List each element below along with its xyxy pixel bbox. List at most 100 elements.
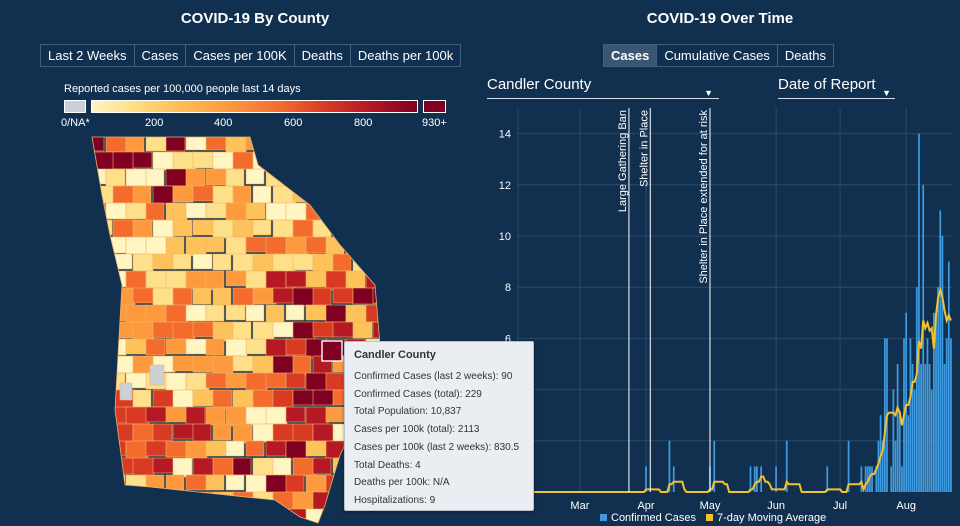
county-shape[interactable] [165, 372, 187, 392]
county-shape[interactable] [265, 508, 285, 525]
county-shape[interactable] [212, 151, 237, 170]
bar-confirmed-cases[interactable] [924, 364, 927, 492]
county-shape[interactable] [90, 338, 105, 355]
county-shape[interactable] [305, 135, 326, 152]
county-shape[interactable] [212, 185, 234, 206]
county-shape[interactable] [105, 406, 129, 424]
county-shape[interactable] [252, 389, 276, 410]
county-shape[interactable] [112, 287, 136, 307]
county-shape[interactable] [145, 168, 165, 187]
county-shape[interactable] [272, 457, 292, 476]
county-shape[interactable] [365, 508, 384, 525]
county-shape[interactable] [92, 253, 117, 270]
bar-confirmed-cases[interactable] [877, 440, 880, 492]
county-shape[interactable] [285, 440, 308, 461]
county-shape[interactable] [212, 423, 232, 441]
county-shape[interactable] [232, 355, 254, 372]
county-shape[interactable] [345, 202, 365, 222]
county-shape[interactable] [125, 202, 147, 220]
county-shape[interactable] [205, 270, 225, 291]
bar-confirmed-cases[interactable] [911, 364, 914, 492]
county-shape[interactable] [92, 389, 113, 409]
county-shape[interactable] [205, 236, 225, 253]
county-shape[interactable] [105, 270, 127, 288]
county-shape[interactable] [265, 168, 290, 187]
bar-confirmed-cases[interactable] [896, 364, 899, 492]
county-shape[interactable] [232, 491, 255, 509]
county-shape[interactable] [245, 236, 269, 253]
county-shape[interactable] [125, 508, 145, 525]
bar-confirmed-cases[interactable] [847, 440, 850, 492]
county-shape[interactable] [252, 151, 276, 172]
county-shape[interactable] [285, 236, 309, 255]
bar-confirmed-cases[interactable] [756, 466, 758, 492]
county-shape[interactable] [105, 440, 127, 457]
county-select[interactable]: Candler County ▼ [487, 74, 719, 99]
county-shape[interactable] [225, 236, 247, 256]
county-shape[interactable] [165, 304, 189, 325]
county-shape[interactable] [372, 219, 390, 238]
county-shape[interactable] [172, 355, 194, 372]
county-shape[interactable] [90, 440, 106, 457]
county-shape[interactable] [372, 151, 390, 170]
county-shape[interactable] [205, 168, 228, 186]
county-shape[interactable] [105, 202, 127, 220]
county-shape[interactable] [132, 219, 153, 238]
county-shape[interactable] [105, 168, 126, 188]
county-shape[interactable] [165, 338, 189, 355]
bar-confirmed-cases[interactable] [879, 415, 882, 492]
county-shape[interactable] [92, 423, 116, 443]
county-shape[interactable] [285, 372, 306, 389]
bar-confirmed-cases[interactable] [913, 389, 916, 492]
county-shape[interactable] [372, 321, 390, 339]
county-shape[interactable] [145, 338, 166, 356]
county-shape[interactable] [145, 406, 170, 423]
county-shape[interactable] [225, 168, 245, 189]
county-shape[interactable] [205, 202, 230, 219]
bar-confirmed-cases[interactable] [826, 466, 829, 492]
county-shape[interactable] [172, 185, 194, 203]
county-shape[interactable] [232, 287, 255, 307]
county-shape[interactable] [245, 440, 265, 457]
county-shape[interactable] [325, 202, 347, 219]
county-shape[interactable] [112, 185, 137, 204]
county-shape[interactable] [345, 168, 370, 188]
county-shape[interactable] [272, 389, 294, 410]
bar-confirmed-cases[interactable] [875, 466, 878, 492]
county-shape[interactable] [212, 389, 233, 410]
county-shape[interactable] [105, 508, 126, 525]
county-shape[interactable] [305, 406, 329, 427]
county-shape[interactable] [272, 185, 297, 206]
county-shape[interactable] [285, 202, 308, 223]
county-shape[interactable] [225, 202, 249, 223]
county-shape[interactable] [365, 168, 389, 189]
bar-confirmed-cases[interactable] [749, 466, 752, 492]
county-shape[interactable] [285, 168, 306, 187]
county-shape[interactable] [292, 287, 315, 307]
county-shape[interactable] [345, 270, 366, 291]
county-shape[interactable] [92, 491, 117, 511]
county-shape[interactable] [185, 168, 206, 189]
county-shape[interactable] [312, 423, 335, 442]
county-shape[interactable] [125, 440, 149, 460]
county-shape[interactable] [245, 202, 266, 220]
county-shape[interactable] [205, 304, 225, 322]
county-shape[interactable] [265, 474, 288, 495]
county-shape[interactable] [225, 135, 247, 154]
county-shape[interactable] [145, 440, 168, 457]
county-shape[interactable] [192, 151, 215, 169]
county-shape[interactable] [112, 491, 136, 509]
cases-per-100k-button[interactable]: Cases per 100K [185, 44, 295, 67]
county-shape[interactable] [325, 508, 350, 525]
county-shape[interactable] [265, 304, 285, 324]
bar-confirmed-cases[interactable] [713, 440, 716, 492]
county-shape[interactable] [312, 151, 333, 171]
county-shape[interactable] [212, 287, 232, 306]
county-shape[interactable] [185, 338, 210, 355]
county-shape[interactable] [232, 389, 256, 408]
county-shape[interactable] [212, 355, 234, 374]
county-shape[interactable] [172, 457, 193, 478]
line-7-day-moving-average[interactable] [518, 286, 952, 493]
tab-cases[interactable]: Cases [603, 44, 658, 67]
county-shape[interactable] [152, 287, 177, 308]
